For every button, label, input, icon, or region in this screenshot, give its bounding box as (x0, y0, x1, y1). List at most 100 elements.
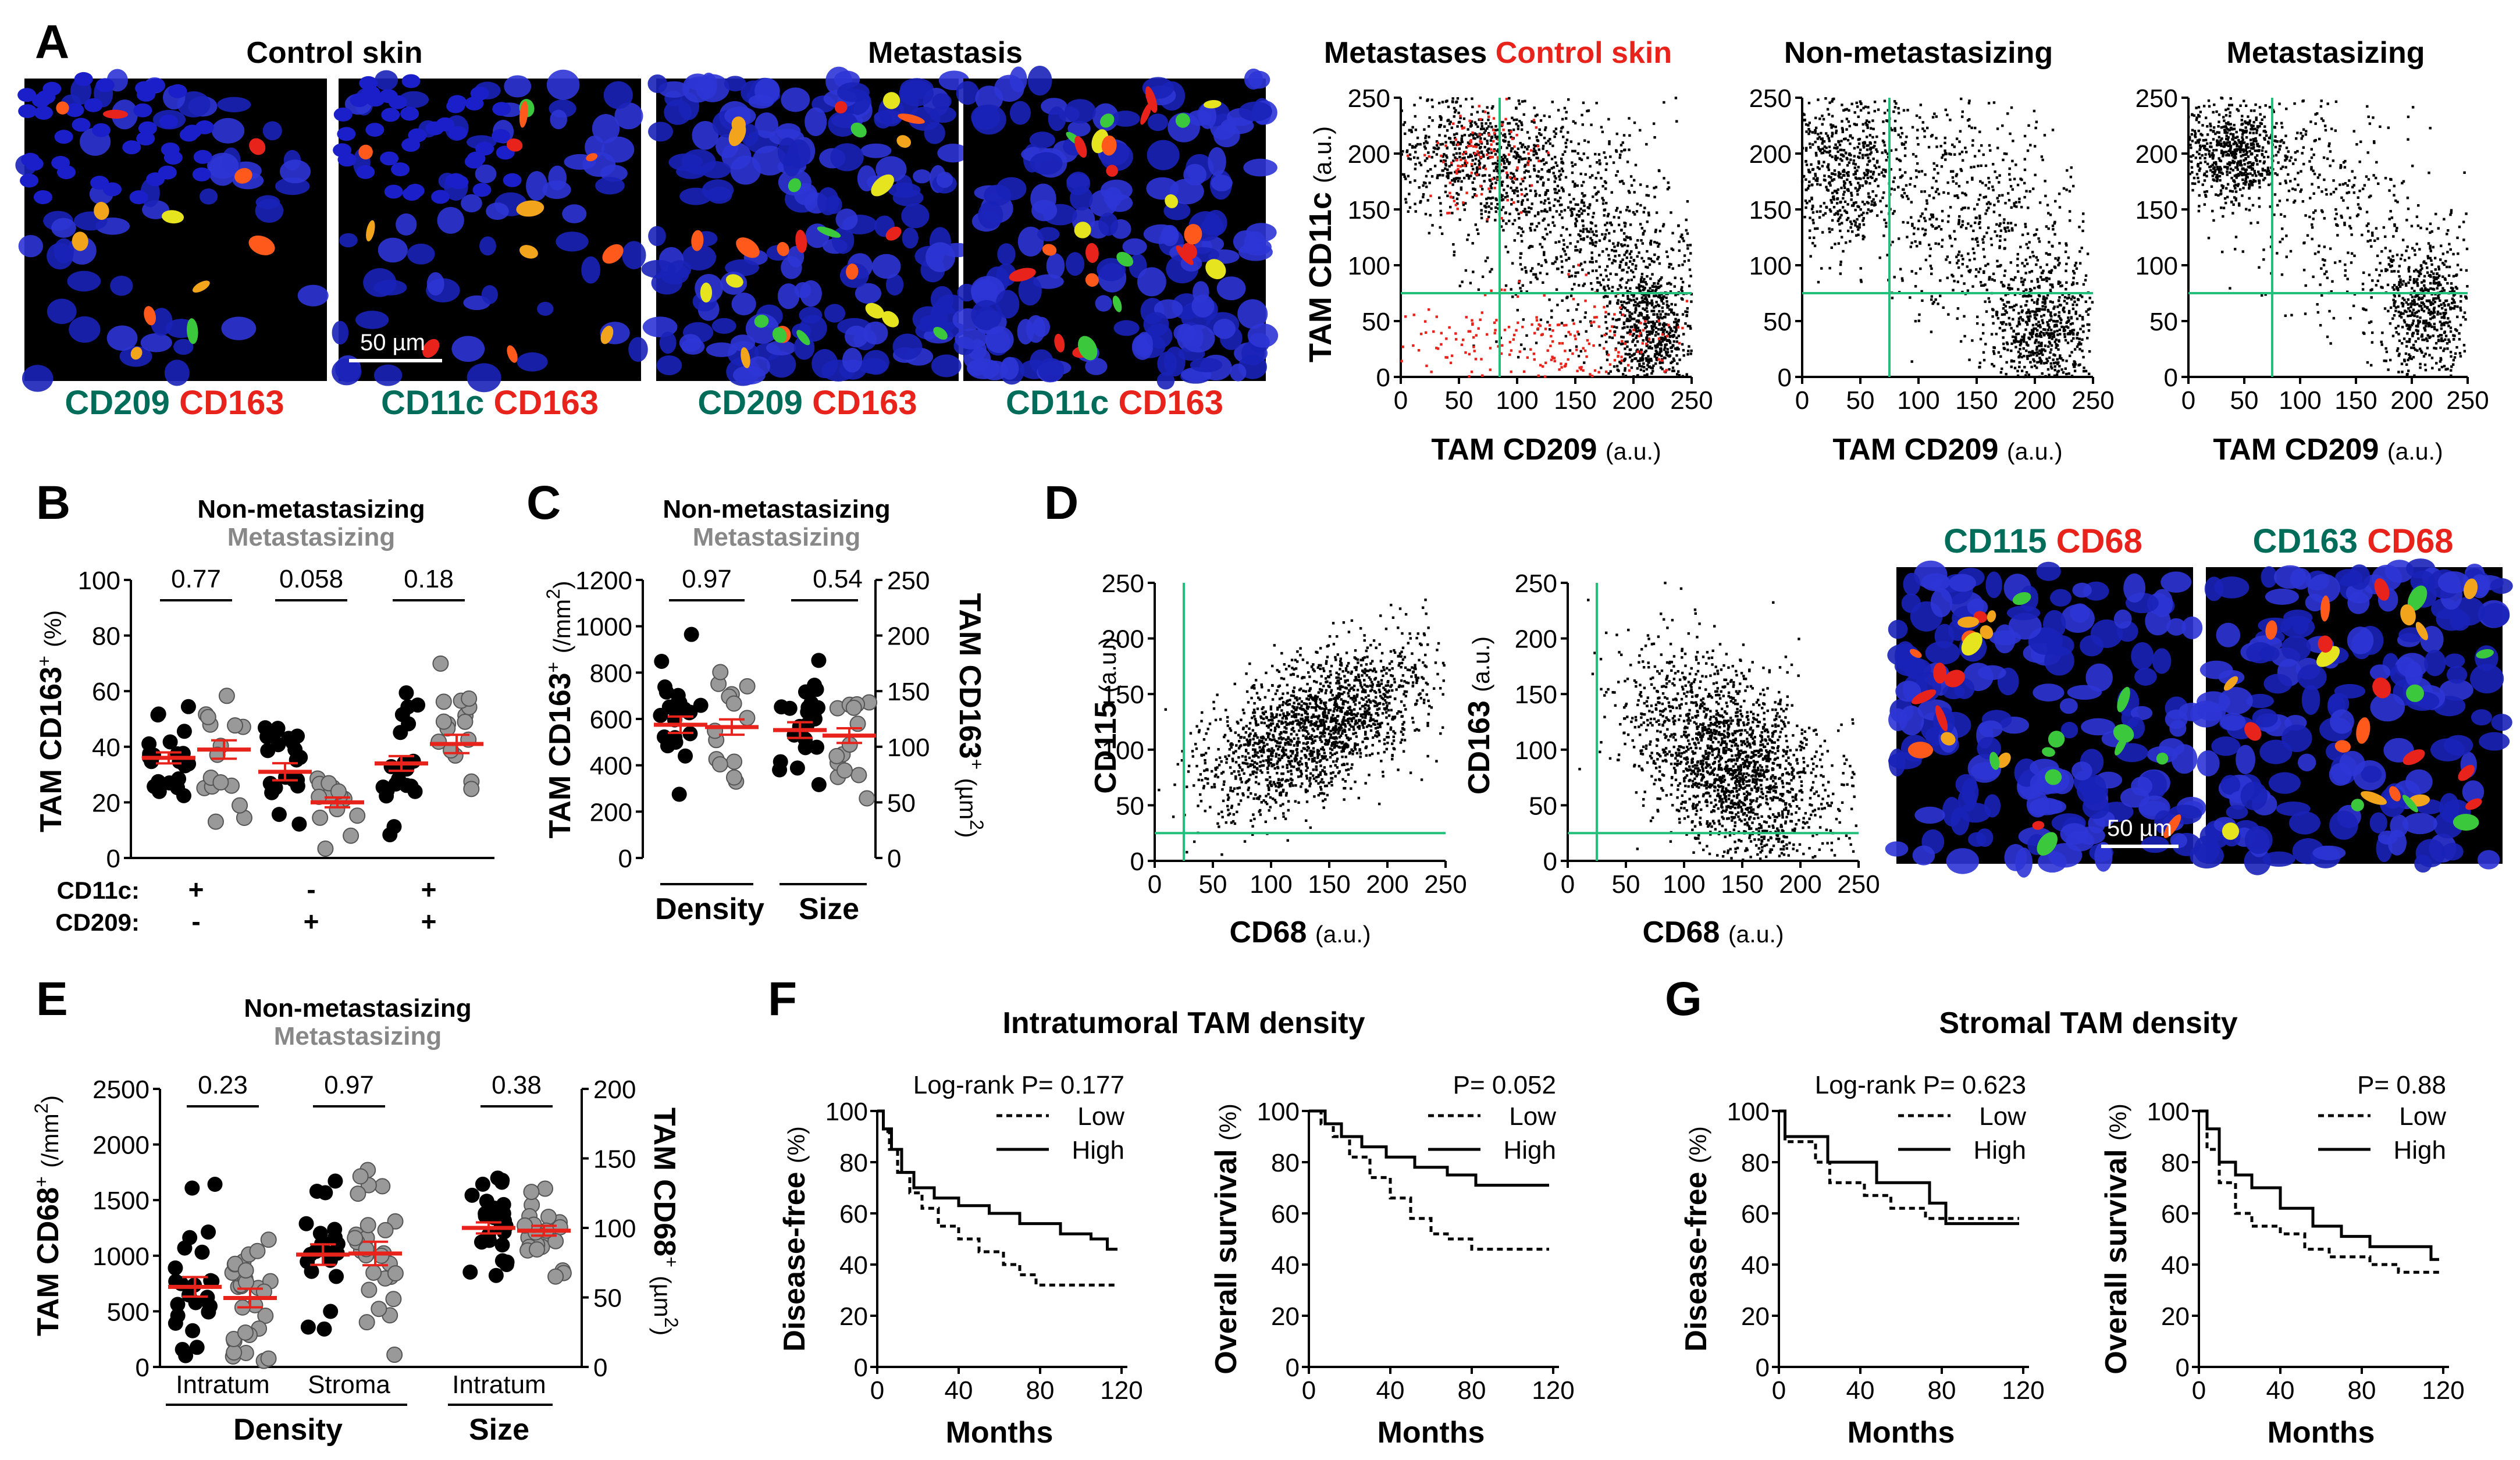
data-point (1872, 198, 1875, 201)
data-point (1575, 219, 1578, 223)
data-point (1850, 198, 1853, 201)
nucleus (970, 276, 1005, 306)
data-point (1480, 124, 1483, 128)
data-point (1504, 245, 1507, 248)
data-point (2058, 241, 2061, 245)
data-point (1540, 168, 1543, 171)
data-point (1638, 364, 1641, 368)
data-point (1494, 162, 1497, 165)
data-point (1615, 365, 1619, 368)
nucleus (676, 164, 706, 179)
data-point (1508, 340, 1512, 344)
nucleus (754, 112, 779, 138)
data-point (1523, 176, 1526, 179)
data-point (2041, 308, 2044, 311)
nucleus (396, 213, 417, 236)
data-point (2086, 323, 2089, 326)
data-point (1578, 263, 1582, 267)
nucleus (811, 349, 838, 379)
data-point (1616, 170, 1620, 173)
data-point (2051, 286, 2054, 289)
data-point (1838, 163, 1841, 166)
data-point (1576, 184, 1579, 187)
data-point (1549, 230, 1552, 234)
stained-cell (1184, 224, 1202, 245)
data-point (1637, 319, 1640, 322)
data-point (2225, 127, 2228, 130)
data-point (2220, 206, 2223, 209)
nucleus (1098, 212, 1119, 236)
data-point (2223, 151, 2226, 154)
nucleus (17, 88, 37, 102)
data-point (1446, 156, 1448, 159)
data-point (2208, 165, 2211, 169)
nucleus (732, 365, 766, 385)
data-point (2019, 340, 2023, 343)
data-point (1823, 175, 1826, 177)
data-point (1551, 144, 1554, 147)
data-point (2216, 177, 2219, 180)
data-point (1880, 171, 1884, 174)
data-point (1574, 275, 1577, 278)
data-point (2065, 372, 2068, 376)
data-point (1462, 176, 1466, 180)
data-point (2197, 209, 2201, 213)
data-point (1992, 322, 1995, 325)
data-point (1602, 278, 1605, 282)
data-point (1604, 340, 1608, 344)
data-point (1506, 184, 1509, 188)
data-point (1686, 350, 1690, 352)
data-point (1507, 326, 1511, 329)
data-point (1490, 106, 1494, 110)
data-point (1893, 119, 1897, 123)
data-point (1574, 225, 1578, 227)
data-point (1978, 194, 1982, 197)
data-point (1427, 308, 1430, 311)
data-point (1677, 225, 1680, 227)
data-point (1592, 344, 1595, 347)
nucleus (375, 70, 398, 91)
data-point (1624, 357, 1627, 361)
data-point (2057, 282, 2060, 285)
data-point (1831, 219, 1834, 222)
data-point (1882, 234, 1885, 237)
data-point (1516, 167, 1519, 170)
data-point (1519, 252, 1522, 255)
x-tick-label: 0 (1394, 386, 1408, 415)
data-point (1439, 226, 1441, 229)
data-point (1816, 210, 1818, 213)
data-point (1914, 155, 1918, 158)
data-point (1453, 115, 1455, 118)
data-point (1487, 112, 1490, 115)
data-point (1882, 132, 1885, 135)
data-point (1808, 180, 1811, 183)
data-point (1647, 355, 1650, 358)
data-point (1631, 312, 1633, 315)
data-point (1636, 326, 1639, 330)
data-point (1866, 126, 1869, 129)
data-point (1642, 329, 1645, 332)
data-point (2078, 348, 2081, 351)
data-point (1646, 185, 1649, 188)
data-point (1519, 256, 1522, 259)
data-point (1995, 332, 1998, 336)
data-point (1608, 336, 1611, 339)
data-point (1858, 184, 1861, 187)
data-point (1639, 223, 1642, 226)
data-point (2296, 149, 2299, 153)
data-point (1490, 187, 1493, 190)
data-point (1979, 337, 1982, 341)
data-point (2050, 269, 2053, 272)
data-point (1920, 170, 1924, 173)
data-point (1645, 316, 1649, 319)
data-point (1492, 162, 1494, 165)
data-point (1624, 222, 1627, 225)
data-point (1866, 124, 1869, 127)
data-point (1545, 149, 1549, 153)
data-point (1966, 119, 1970, 122)
micrograph-4 (952, 65, 1279, 390)
data-point (2216, 144, 2219, 147)
data-point (1923, 216, 1926, 220)
data-point (1872, 146, 1875, 149)
data-point (2260, 173, 2263, 176)
